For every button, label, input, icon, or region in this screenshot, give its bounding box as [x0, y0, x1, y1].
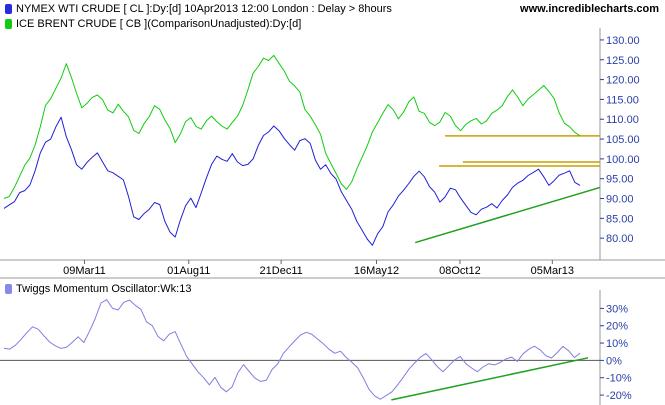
- xtick-label: 09Mar11: [63, 265, 106, 277]
- legend-brent-label: ICE BRENT CRUDE [ CB ](ComparisonUnadjus…: [16, 18, 302, 30]
- upper-ytick-label: 100.00: [606, 154, 640, 166]
- xtick-label: 01Aug11: [167, 265, 210, 277]
- legend-oscillator-label: Twiggs Momentum Oscillator:Wk:13: [16, 283, 192, 295]
- legend-oscillator: Twiggs Momentum Oscillator:Wk:13: [5, 283, 191, 295]
- lower-ytick-label: -20%: [606, 390, 632, 402]
- lower-series-0: [3, 299, 581, 400]
- xtick-label: 05Mar13: [531, 265, 574, 277]
- upper-ytick-label: 110.00: [606, 114, 639, 126]
- upper-ytick-label: 90.00: [606, 194, 634, 206]
- upper-ytick-label: 80.00: [606, 233, 634, 245]
- lower-ytick-label: 0%: [606, 355, 622, 367]
- upper-series-0: [3, 116, 581, 246]
- legend-swatch-oscillator: [5, 284, 12, 294]
- upper-trend-line: [415, 186, 601, 244]
- xtick-label: 08Oct12: [439, 265, 481, 277]
- upper-ytick-label: 130.00: [606, 35, 640, 47]
- legend-swatch-wti: [5, 4, 12, 14]
- legend-swatch-brent: [5, 19, 12, 29]
- lower-ytick-label: 20%: [606, 321, 628, 333]
- upper-ytick-label: 85.00: [606, 213, 634, 225]
- upper-series-1: [3, 54, 581, 199]
- upper-ytick-label: 120.00: [606, 75, 640, 87]
- xtick-label: 16May12: [354, 265, 399, 277]
- upper-ytick-label: 105.00: [606, 134, 640, 146]
- lower-trend-line: [391, 357, 589, 401]
- lower-ytick-label: -10%: [606, 373, 632, 385]
- upper-ytick-label: 115.00: [606, 94, 639, 106]
- legend-brent: ICE BRENT CRUDE [ CB ](ComparisonUnadjus…: [5, 18, 301, 30]
- legend-wti: NYMEX WTI CRUDE [ CL ]:Dy:[d] 10Apr2013 …: [5, 3, 392, 15]
- xtick-label: 21Dec11: [260, 265, 303, 277]
- upper-ytick-label: 95.00: [606, 174, 634, 186]
- site-url[interactable]: www.incrediblecharts.com: [520, 3, 659, 15]
- lower-ytick-label: 30%: [606, 303, 628, 315]
- upper-ytick-label: 125.00: [606, 55, 640, 67]
- legend-wti-label: NYMEX WTI CRUDE [ CL ]:Dy:[d] 10Apr2013 …: [16, 3, 392, 15]
- lower-ytick-label: 10%: [606, 338, 628, 350]
